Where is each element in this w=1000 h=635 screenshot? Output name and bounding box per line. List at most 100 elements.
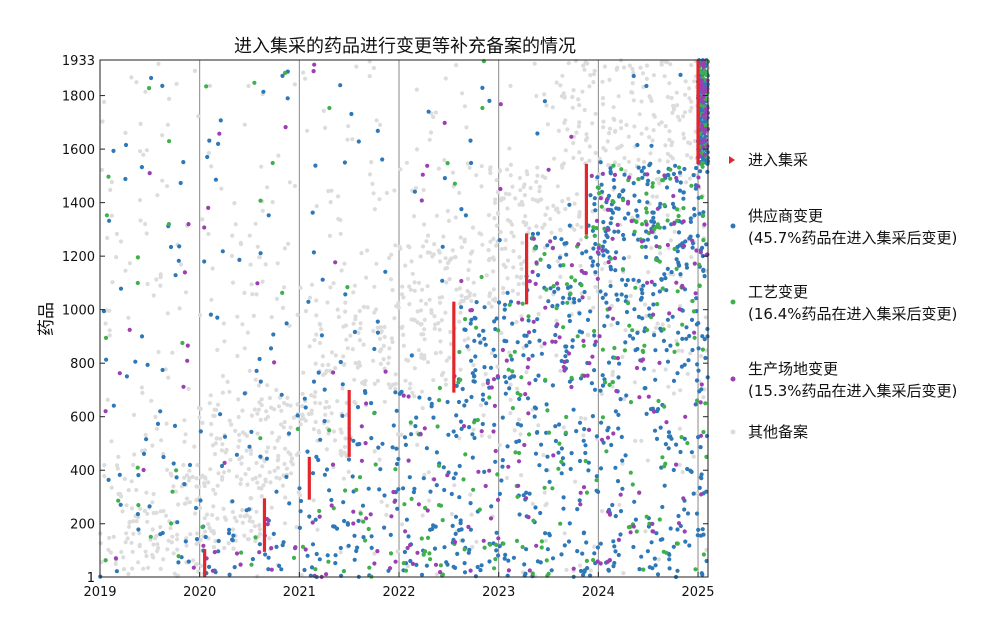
site-change-point bbox=[141, 467, 146, 473]
supplier-change-point bbox=[545, 547, 551, 552]
supplier-change-point bbox=[173, 273, 178, 278]
other-filing-point bbox=[552, 156, 557, 161]
process-change-point bbox=[544, 558, 549, 563]
other-filing-point bbox=[593, 284, 598, 290]
y-tick-label: 200 bbox=[70, 518, 95, 533]
supplier-change-point bbox=[645, 200, 650, 205]
site-change-point bbox=[383, 369, 388, 374]
site-change-point bbox=[324, 572, 329, 577]
supplier-change-point bbox=[391, 423, 396, 428]
process-change-point bbox=[401, 561, 406, 566]
supplier-change-point bbox=[604, 300, 609, 305]
other-filing-point bbox=[143, 432, 148, 438]
other-filing-point bbox=[115, 466, 120, 471]
legend-note-supplier: (45.7%药品在进入集采后变更) bbox=[748, 229, 957, 247]
site-change-point bbox=[461, 424, 467, 429]
other-filing-point bbox=[592, 68, 597, 73]
process-change-point bbox=[425, 535, 431, 541]
other-filing-point bbox=[150, 443, 155, 448]
other-filing-point bbox=[220, 373, 225, 379]
other-filing-point bbox=[611, 116, 616, 121]
supplier-change-point bbox=[493, 353, 498, 359]
other-filing-point bbox=[669, 143, 674, 148]
other-filing-point bbox=[560, 165, 565, 170]
supplier-change-point bbox=[484, 401, 489, 406]
process-change-point bbox=[550, 486, 555, 491]
other-filing-point bbox=[394, 304, 399, 309]
supplier-change-point bbox=[670, 314, 675, 319]
other-filing-point bbox=[168, 471, 173, 476]
supplier-change-point bbox=[656, 169, 661, 174]
other-filing-point bbox=[136, 560, 141, 565]
other-filing-point bbox=[313, 400, 318, 405]
site-change-point bbox=[562, 359, 567, 365]
site-change-point bbox=[217, 131, 222, 136]
other-filing-point bbox=[372, 381, 377, 386]
supplier-change-point bbox=[408, 558, 413, 564]
site-change-point bbox=[699, 123, 705, 128]
supplier-change-point bbox=[577, 498, 582, 503]
supplier-change-point bbox=[412, 486, 417, 491]
process-change-point bbox=[300, 544, 306, 549]
site-change-point bbox=[680, 283, 685, 288]
site-change-point bbox=[645, 280, 650, 285]
other-filing-point bbox=[184, 496, 190, 501]
supplier-change-point bbox=[571, 296, 577, 302]
site-change-point bbox=[569, 384, 574, 390]
process-change-point bbox=[542, 251, 547, 257]
process-change-point bbox=[482, 545, 487, 550]
other-filing-point bbox=[458, 367, 463, 372]
other-filing-point bbox=[279, 408, 284, 413]
supplier-change-point bbox=[123, 142, 129, 148]
other-filing-point bbox=[377, 197, 382, 202]
supplier-change-point bbox=[377, 487, 382, 492]
other-filing-point bbox=[488, 165, 493, 170]
site-change-point bbox=[498, 102, 503, 107]
other-filing-point bbox=[542, 490, 547, 495]
process-change-point bbox=[253, 535, 258, 540]
other-filing-point bbox=[534, 179, 539, 184]
other-filing-point bbox=[615, 65, 620, 70]
supplier-change-point bbox=[168, 244, 174, 250]
process-change-point bbox=[488, 542, 493, 547]
supplier-change-point bbox=[592, 387, 598, 392]
other-filing-point bbox=[314, 204, 319, 209]
site-change-point bbox=[649, 279, 654, 284]
supplier-change-point bbox=[249, 429, 254, 434]
supplier-change-point bbox=[621, 237, 627, 242]
site-change-point bbox=[586, 427, 592, 432]
other-filing-point bbox=[511, 234, 516, 239]
other-filing-point bbox=[171, 551, 176, 556]
other-filing-point bbox=[212, 407, 217, 412]
other-filing-point bbox=[181, 462, 186, 468]
process-change-point bbox=[679, 435, 684, 440]
other-filing-point bbox=[206, 231, 211, 237]
site-change-point bbox=[637, 395, 642, 400]
supplier-change-point bbox=[187, 462, 193, 468]
other-filing-point bbox=[242, 346, 247, 351]
other-filing-point bbox=[600, 96, 606, 101]
supplier-change-point bbox=[230, 538, 235, 543]
other-filing-point bbox=[374, 118, 379, 123]
other-filing-point bbox=[282, 401, 287, 406]
other-filing-point bbox=[457, 190, 462, 195]
site-change-point bbox=[506, 568, 511, 573]
process-change-point bbox=[561, 263, 566, 268]
site-change-point bbox=[610, 236, 615, 241]
other-filing-point bbox=[150, 500, 155, 505]
other-filing-point bbox=[551, 203, 556, 208]
other-filing-point bbox=[521, 184, 526, 190]
supplier-change-point bbox=[309, 565, 315, 570]
supplier-change-point bbox=[636, 314, 642, 319]
supplier-change-point bbox=[496, 553, 501, 558]
other-filing-point bbox=[210, 266, 215, 271]
other-filing-point bbox=[499, 196, 504, 201]
supplier-change-point bbox=[203, 534, 208, 540]
supplier-change-point bbox=[526, 318, 531, 323]
other-filing-point bbox=[617, 502, 622, 507]
site-change-point bbox=[531, 236, 537, 241]
supplier-change-point bbox=[686, 358, 691, 363]
supplier-change-point bbox=[690, 347, 695, 353]
other-filing-point bbox=[453, 215, 458, 220]
supplier-change-point bbox=[592, 196, 598, 201]
